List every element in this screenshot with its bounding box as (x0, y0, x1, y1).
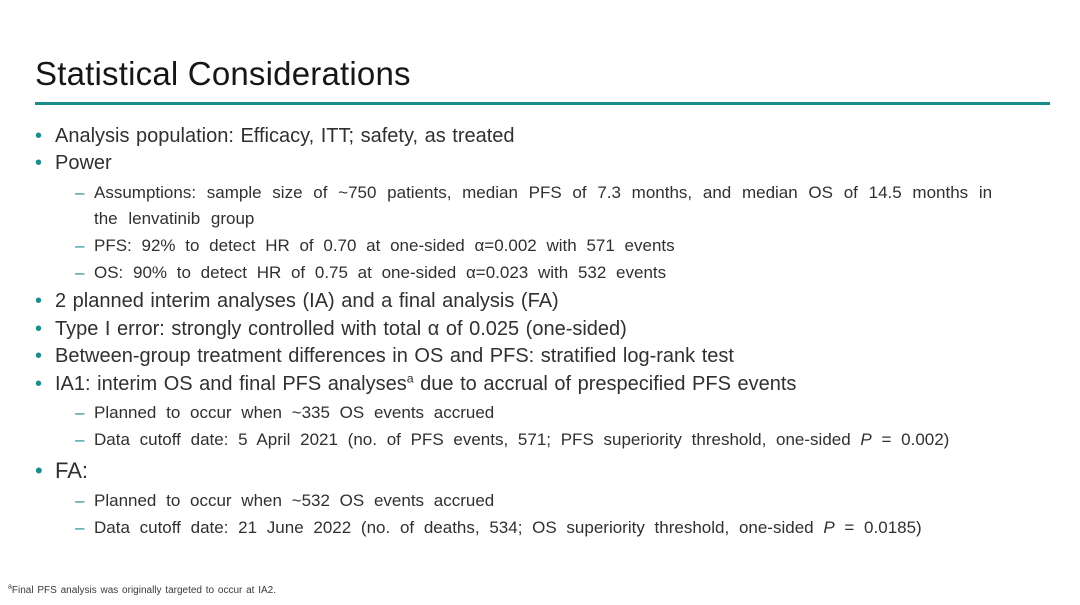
bullet-text: OS: 90% to detect HR of 0.75 at one-side… (94, 262, 667, 282)
bullet-text: Data cutoff date: 21 June 2022 (no. of d… (94, 518, 922, 537)
bullet-text: Planned to occur when ~532 OS events acc… (94, 491, 495, 510)
bullet-dot-marker: • (35, 372, 43, 395)
bullet-dot-marker: • (35, 345, 43, 367)
bullet-list: • Analysis population: Efficacy, ITT; saf… (35, 120, 1047, 542)
bullet-item: • IA1: interim OS and final PFS analysesa… (35, 370, 1047, 396)
bullet-text: Data cutoff date: 5 April 2021 (no. of P… (94, 430, 950, 449)
bullet-text: Between-group treatment differences in O… (55, 345, 734, 367)
title-underline (35, 102, 1050, 105)
footnote-superscript: a (8, 583, 12, 591)
bullet-text: Analysis population: Efficacy, ITT; safe… (55, 124, 515, 147)
sub-bullet-item: – Assumptions: sample size of ~750 patien… (75, 180, 1047, 232)
bullet-text: 2 planned interim analyses (IA) and a fi… (55, 290, 559, 312)
bullet-text: Power (55, 152, 112, 174)
sub-bullet-item: – PFS: 92% to detect HR of 0.70 at one-si… (75, 233, 1047, 259)
bullet-item: • Power (35, 152, 1047, 175)
page-title: Statistical Considerations (35, 55, 411, 92)
dash-marker: – (75, 403, 85, 422)
bullet-dot-marker: • (35, 290, 43, 312)
sub-bullet-item: – Planned to occur when ~532 OS events ac… (75, 488, 1047, 514)
dash-marker: – (75, 262, 85, 282)
footnote: aFinal PFS analysis was originally targe… (8, 583, 277, 597)
dash-marker: – (75, 491, 85, 510)
footnote-text: Final PFS analysis was originally target… (11, 585, 277, 596)
sub-bullet-item: – OS: 90% to detect HR of 0.75 at one-sid… (75, 260, 1047, 286)
bullet-text: Assumptions: sample size of ~750 patient… (94, 182, 993, 228)
bullet-dot-marker: • (35, 124, 43, 147)
bullet-dot-marker: • (35, 317, 43, 340)
sub-bullet-item: – Planned to occur when ~335 OS events ac… (75, 400, 1047, 426)
dash-marker: – (75, 430, 85, 449)
bullet-dot-marker: • (35, 152, 43, 174)
bullet-text: Planned to occur when ~335 OS events acc… (94, 403, 495, 422)
bullet-item: • Analysis population: Efficacy, ITT; saf… (35, 125, 1047, 148)
sub-bullet-item: – Data cutoff date: 5 April 2021 (no. of … (75, 427, 1047, 453)
bullet-item: • FA: (35, 458, 1047, 484)
bullet-item: • Between-group treatment differences in … (35, 345, 1047, 368)
bullet-item: • Type I error: strongly controlled with … (35, 318, 1047, 341)
bullet-text: FA: (55, 457, 89, 483)
dash-marker: – (75, 518, 85, 537)
dash-marker: – (75, 182, 85, 202)
bullet-dot-marker: • (35, 457, 43, 483)
bullet-text: IA1: interim OS and final PFS analysesa … (55, 370, 797, 395)
bullet-text: Type I error: strongly controlled with t… (55, 317, 627, 340)
bullet-item: • 2 planned interim analyses (IA) and a f… (35, 290, 1047, 313)
dash-marker: – (75, 235, 85, 255)
sub-bullet-item: – Data cutoff date: 21 June 2022 (no. of … (75, 515, 1047, 541)
bullet-text: PFS: 92% to detect HR of 0.70 at one-sid… (94, 235, 675, 255)
